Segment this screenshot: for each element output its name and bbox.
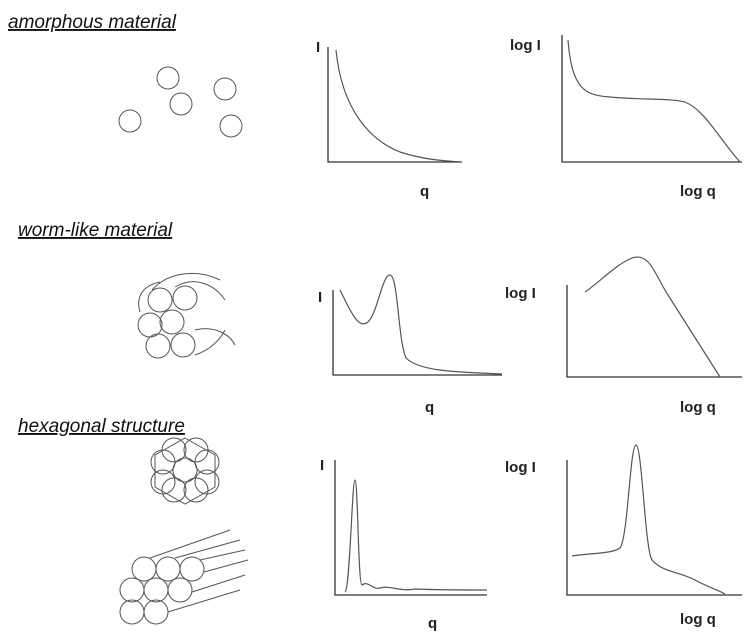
axes bbox=[332, 290, 502, 376]
y-label: log I bbox=[505, 459, 536, 476]
x-label: q bbox=[428, 615, 437, 632]
curve bbox=[584, 256, 721, 378]
x-label: log q bbox=[680, 399, 716, 416]
axes bbox=[327, 47, 462, 163]
x-label: log q bbox=[680, 611, 716, 628]
x-label: log q bbox=[680, 183, 716, 200]
curve bbox=[344, 479, 488, 593]
row-title: amorphous material bbox=[8, 12, 177, 33]
amorphous-sketch bbox=[118, 66, 243, 138]
hexagonal-sketch bbox=[119, 437, 249, 625]
curve bbox=[339, 274, 503, 375]
axes bbox=[334, 460, 487, 596]
x-label: q bbox=[420, 183, 429, 200]
worm-sketch bbox=[137, 272, 236, 359]
axes bbox=[561, 35, 742, 163]
y-label: log I bbox=[510, 37, 541, 54]
curve bbox=[567, 39, 741, 163]
y-label: log I bbox=[505, 285, 536, 302]
y-label: I bbox=[318, 289, 322, 306]
row-title: hexagonal structure bbox=[18, 416, 185, 437]
row-title: worm-like material bbox=[18, 220, 173, 241]
axes bbox=[566, 460, 742, 596]
axes bbox=[566, 285, 742, 378]
y-label: I bbox=[320, 457, 324, 474]
curve bbox=[571, 444, 726, 595]
x-label: q bbox=[425, 399, 434, 416]
y-label: I bbox=[316, 39, 320, 56]
curve bbox=[335, 49, 463, 163]
